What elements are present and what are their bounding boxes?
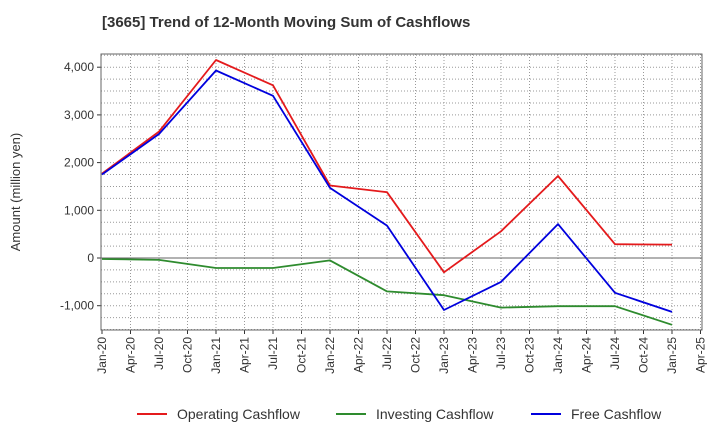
- x-tick-label: Jul-20: [152, 337, 166, 370]
- x-tick-label: Jan-20: [95, 337, 109, 374]
- x-tick: Jan-20: [95, 330, 109, 374]
- x-tick-label: Jan-22: [323, 337, 337, 374]
- x-tick: Apr-25: [694, 330, 708, 373]
- x-tick-label: Oct-20: [181, 337, 195, 373]
- x-tick-label: Jan-21: [209, 337, 223, 374]
- x-tick: Jul-23: [494, 330, 508, 370]
- y-tick-label: 2,000: [64, 156, 94, 170]
- legend-label: Operating Cashflow: [177, 406, 301, 422]
- x-tick-label: Jul-23: [494, 337, 508, 370]
- x-tick-label: Jan-24: [551, 337, 565, 374]
- legend-label: Free Cashflow: [571, 406, 662, 422]
- x-tick-label: Oct-21: [295, 337, 309, 373]
- legend-item: Operating Cashflow: [137, 406, 301, 422]
- legend-item: Free Cashflow: [531, 406, 662, 422]
- x-tick-label: Apr-21: [238, 337, 252, 373]
- y-tick: 3,000: [64, 108, 101, 122]
- x-tick-label: Oct-23: [523, 337, 537, 373]
- x-tick-label: Apr-20: [124, 337, 138, 373]
- legend-item: Investing Cashflow: [336, 406, 494, 422]
- plot-area: [101, 54, 702, 330]
- x-tick-label: Oct-22: [409, 337, 423, 373]
- x-axis-ticks: Jan-20 Apr-20 Jul-20 Oct-20 Jan-21 Apr-21 Jul-…: [95, 330, 708, 374]
- x-tick-label: Jan-25: [665, 337, 679, 374]
- series-line-operating-cashflow: [101, 59, 673, 274]
- x-tick: Oct-21: [295, 330, 309, 373]
- series-line-investing-cashflow: [101, 258, 673, 326]
- y-tick: 1,000: [64, 203, 101, 217]
- series-line-free-cashflow: [101, 69, 673, 313]
- y-tick-label: 1,000: [64, 203, 94, 217]
- x-tick-label: Apr-22: [352, 337, 366, 373]
- x-tick-label: Jan-23: [437, 337, 451, 374]
- x-tick-label: Apr-25: [694, 337, 708, 373]
- y-tick-label: 0: [87, 251, 94, 265]
- x-tick-label: Jul-21: [266, 337, 280, 370]
- x-tick: Jan-25: [665, 330, 679, 374]
- x-tick: Jul-21: [266, 330, 280, 370]
- x-tick-label: Jul-24: [608, 337, 622, 370]
- x-tick: Jul-20: [152, 330, 166, 370]
- y-tick-label: 4,000: [64, 60, 94, 74]
- y-tick-label: -1,000: [60, 299, 94, 313]
- y-axis-label: Amount (million yen): [8, 133, 23, 252]
- y-tick-label: 3,000: [64, 108, 94, 122]
- legend: Operating Cashflow Investing Cashflow Free…: [137, 406, 662, 422]
- x-tick: Jan-21: [209, 330, 223, 374]
- x-tick: Apr-24: [580, 330, 594, 373]
- x-tick: Jul-22: [380, 330, 394, 370]
- series-lines: [101, 59, 673, 326]
- y-tick: -1,000: [60, 299, 101, 313]
- x-tick: Oct-23: [523, 330, 537, 373]
- y-axis-ticks: -1,000 0 1,000 2,000 3,000 4,000: [60, 60, 101, 313]
- x-tick: Apr-23: [466, 330, 480, 373]
- x-tick: Oct-24: [637, 330, 651, 373]
- x-tick: Apr-21: [238, 330, 252, 373]
- y-tick: 0: [87, 251, 101, 265]
- legend-label: Investing Cashflow: [376, 406, 494, 422]
- x-tick: Jan-24: [551, 330, 565, 374]
- x-tick: Apr-20: [124, 330, 138, 373]
- x-tick-label: Jul-22: [380, 337, 394, 370]
- x-tick-label: Apr-23: [466, 337, 480, 373]
- chart-title: [3665] Trend of 12-Month Moving Sum of C…: [102, 14, 471, 31]
- x-tick-label: Apr-24: [580, 337, 594, 373]
- x-tick-label: Oct-24: [637, 337, 651, 373]
- y-tick: 4,000: [64, 60, 101, 74]
- x-tick: Oct-22: [409, 330, 423, 373]
- x-tick: Jul-24: [608, 330, 622, 370]
- x-tick: Apr-22: [352, 330, 366, 373]
- plot-frame: [100, 53, 703, 331]
- y-tick: 2,000: [64, 156, 101, 170]
- x-tick: Oct-20: [181, 330, 195, 373]
- x-tick: Jan-23: [437, 330, 451, 374]
- x-tick: Jan-22: [323, 330, 337, 374]
